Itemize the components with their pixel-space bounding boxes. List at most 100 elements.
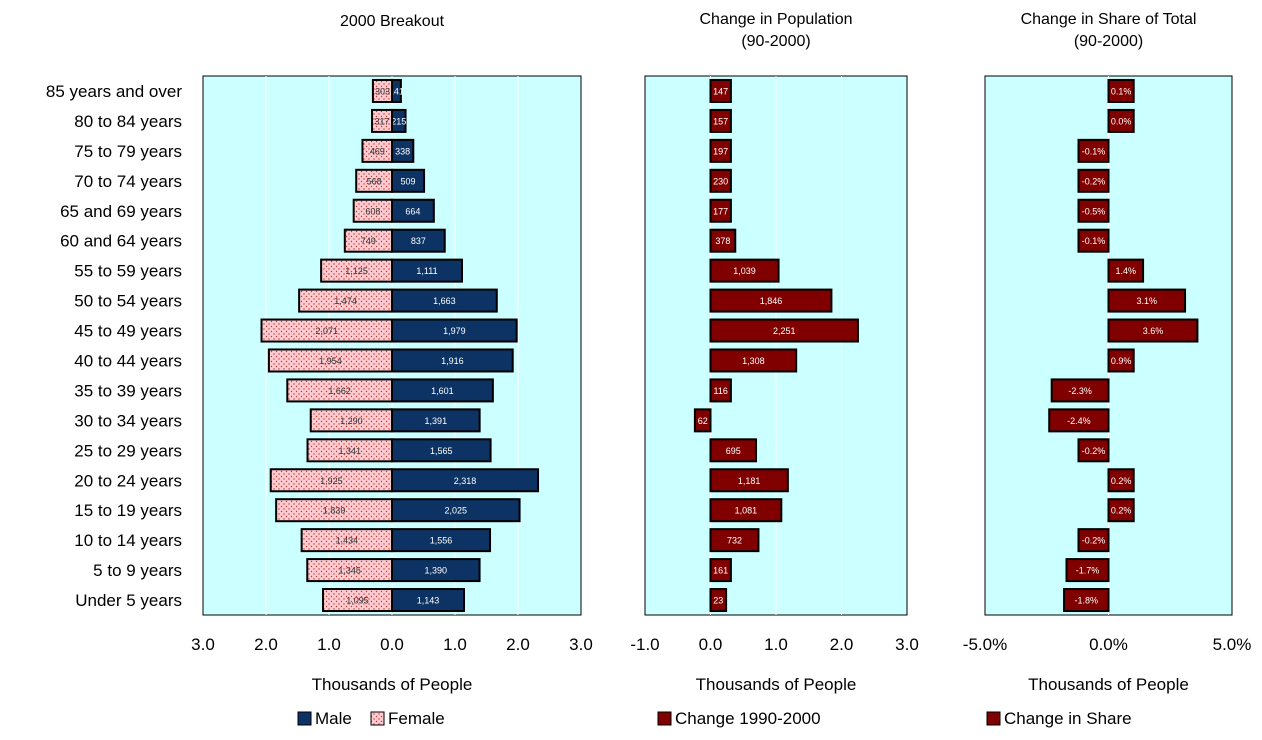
data-label: 23 — [713, 596, 723, 606]
bar-change-in-share — [1077, 228, 1110, 253]
data-label: 157 — [713, 116, 728, 126]
x-tick-label: 2.0 — [254, 635, 278, 654]
bar-female — [309, 408, 394, 433]
data-label: 1.4% — [1116, 266, 1137, 276]
data-label: -0.2% — [1082, 536, 1106, 546]
data-label: 1,663 — [433, 296, 456, 306]
data-label: 62 — [698, 416, 708, 426]
data-label: 749 — [361, 236, 376, 246]
bar-female — [371, 108, 393, 133]
bar-change-1990-2000 — [709, 78, 732, 103]
data-label: 0.2% — [1111, 476, 1132, 486]
data-label: 2,318 — [454, 476, 477, 486]
data-label: -1.7% — [1076, 566, 1100, 576]
x-tick-label: 3.0 — [895, 635, 919, 654]
bar-change-in-share — [1107, 288, 1187, 313]
data-label: 469 — [370, 146, 385, 156]
data-label: 1,556 — [430, 536, 453, 546]
data-label: 1,916 — [441, 356, 464, 366]
category-label: Under 5 years — [75, 591, 182, 610]
bar-change-1990-2000 — [709, 228, 737, 253]
data-label: 215 — [391, 116, 406, 126]
chart-title: 2000 Breakout — [340, 13, 445, 30]
bar-change-1990-2000 — [709, 558, 732, 583]
bar-change-1990-2000 — [709, 348, 798, 373]
category-label: 30 to 34 years — [74, 411, 182, 430]
x-tick-label: -5.0% — [963, 635, 1007, 654]
x-tick-label: 5.0% — [1213, 635, 1252, 654]
category-label: 60 and 64 years — [60, 232, 182, 251]
legend-swatch — [370, 711, 385, 726]
x-axis-label: Thousands of People — [696, 675, 857, 694]
bar-female — [286, 378, 394, 403]
bar-change-1990-2000 — [709, 468, 789, 493]
x-tick-label: 0.0% — [1089, 635, 1128, 654]
bar-change-in-share — [1107, 348, 1135, 373]
bar-female — [269, 468, 394, 493]
data-label: 1,308 — [742, 356, 765, 366]
data-label: 1,391 — [425, 416, 448, 426]
bar-female — [267, 348, 394, 373]
bar-change-1990-2000 — [709, 168, 732, 193]
data-label: 3.1% — [1137, 296, 1158, 306]
data-label: 1,839 — [323, 506, 346, 516]
bar-change-in-share — [1107, 108, 1135, 133]
bar-change-1990-2000 — [709, 588, 728, 613]
data-label: 1,474 — [334, 296, 357, 306]
x-tick-label: 1.0 — [764, 635, 788, 654]
data-label: 0.2% — [1111, 506, 1132, 516]
bar-change-in-share — [1107, 258, 1145, 283]
bar-change-1990-2000 — [709, 288, 833, 313]
bar-female — [355, 168, 394, 193]
data-label: 303 — [375, 86, 390, 96]
data-label: 1,095 — [346, 596, 369, 606]
category-label: 70 to 74 years — [74, 172, 182, 191]
category-label: 35 to 39 years — [74, 381, 182, 400]
bar-female — [322, 588, 394, 613]
bar-change-in-share — [1077, 198, 1110, 223]
bar-change-in-share — [1048, 408, 1110, 433]
category-label: 10 to 14 years — [74, 531, 182, 550]
bar-female — [298, 288, 393, 313]
bar-change-in-share — [1077, 438, 1110, 463]
x-axis-label: Thousands of People — [312, 675, 473, 694]
x-tick-label: 1.0 — [443, 635, 467, 654]
bar-change-1990-2000 — [709, 138, 732, 163]
bar-change-in-share — [1077, 168, 1110, 193]
data-label: 141 — [389, 86, 404, 96]
bar-change-in-share — [1107, 78, 1135, 103]
category-label: 25 to 29 years — [74, 441, 182, 460]
data-label: 0.9% — [1111, 356, 1132, 366]
chart-title: Change in Share of Total — [1021, 11, 1197, 28]
bar-female — [300, 528, 393, 553]
data-label: -1.8% — [1075, 596, 1099, 606]
bar-change-in-share — [1077, 138, 1110, 163]
data-label: -0.1% — [1082, 146, 1106, 156]
x-tick-label: 3.0 — [191, 635, 215, 654]
data-label: 837 — [411, 236, 426, 246]
chart-title: (90-2000) — [1074, 33, 1143, 50]
data-label: 1,925 — [320, 476, 343, 486]
data-label: 1,601 — [431, 386, 454, 396]
category-label: 40 to 44 years — [74, 351, 182, 370]
data-label: 2,071 — [315, 326, 338, 336]
category-label: 15 to 19 years — [74, 501, 182, 520]
bar-change-1990-2000 — [709, 108, 732, 133]
legend-label: Female — [388, 709, 445, 728]
bar-female — [275, 498, 394, 523]
bar-change-in-share — [1050, 378, 1110, 403]
bar-change-in-share — [1063, 588, 1110, 613]
data-label: 1,846 — [760, 296, 783, 306]
data-label: 1,039 — [733, 266, 756, 276]
data-label: 1,290 — [340, 416, 363, 426]
data-label: -0.5% — [1082, 206, 1106, 216]
bar-change-1990-2000 — [709, 378, 732, 403]
bar-female — [352, 198, 394, 223]
legend-swatch — [986, 711, 1001, 726]
data-label: -0.1% — [1082, 236, 1106, 246]
bar-female — [306, 438, 393, 463]
bar-female — [371, 78, 394, 103]
category-label: 5 to 9 years — [93, 561, 182, 580]
data-label: 1,662 — [328, 386, 351, 396]
